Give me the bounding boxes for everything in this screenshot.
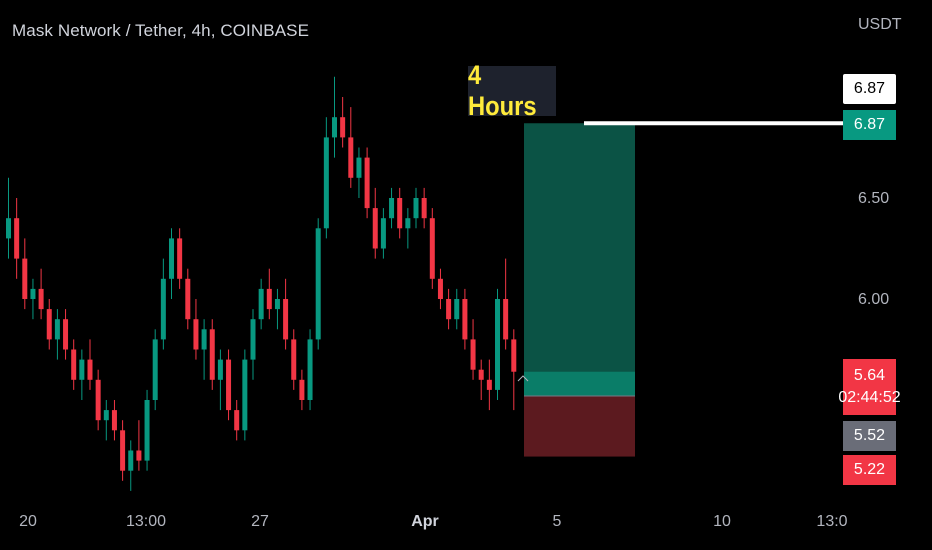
candle-body <box>413 198 419 219</box>
price-label-entry: 5.52 <box>843 421 896 451</box>
candle-body <box>274 299 280 310</box>
current-price-value: 5.64 <box>853 367 886 384</box>
candle-body <box>30 288 36 299</box>
candle-body <box>258 288 264 320</box>
time-tick-20: 20 <box>19 513 37 530</box>
candle-body <box>462 299 468 340</box>
candle-body <box>217 359 223 380</box>
price-label-target: 6.87 <box>843 110 896 140</box>
candle-body <box>177 238 183 279</box>
candle-body <box>307 339 313 400</box>
candle-body <box>63 319 69 350</box>
candle-body <box>323 137 329 229</box>
candle-body <box>495 299 500 390</box>
candle-body <box>299 379 305 400</box>
candle-body <box>71 349 77 380</box>
profit-progress <box>524 371 635 396</box>
candle-body <box>454 299 460 320</box>
candle-body <box>511 339 517 372</box>
time-tick-10: 10 <box>713 513 731 530</box>
candle-body <box>389 198 395 219</box>
candles-layer <box>6 76 517 491</box>
candle-body <box>128 450 134 471</box>
candle-body <box>136 450 142 461</box>
price-label-current: 5.64 02:44:52 <box>838 359 901 415</box>
candle-body <box>250 319 256 360</box>
candle-body <box>429 218 435 279</box>
candle-body <box>193 319 199 350</box>
timeframe-badge: 4 Hours <box>468 60 556 121</box>
profit-zone <box>524 123 635 396</box>
price-label-high: 6.87 <box>843 74 896 104</box>
candle-body <box>356 157 362 178</box>
candle-body <box>503 299 509 340</box>
chart-title: Mask Network / Tether, 4h, COINBASE <box>12 21 310 40</box>
currency-label: USDT <box>858 16 902 33</box>
candle-body <box>437 278 443 299</box>
candle-body <box>6 218 11 239</box>
loss-zone <box>524 395 635 457</box>
price-tick-650: 6.50 <box>858 190 890 207</box>
candle-body <box>380 218 386 249</box>
candle-body <box>234 410 240 431</box>
candle-body <box>209 329 215 380</box>
target-line-layer <box>517 121 843 382</box>
position-tool[interactable] <box>524 123 635 457</box>
candle-body <box>266 288 272 310</box>
candle-body <box>446 299 452 320</box>
candle-body <box>405 218 411 229</box>
candle-body <box>372 208 378 249</box>
candle-body <box>169 238 174 279</box>
candle-body <box>120 430 126 471</box>
candle-body <box>160 278 166 340</box>
candle-body <box>364 157 370 209</box>
time-tick-1300: 13:00 <box>125 513 167 530</box>
candle-body <box>22 258 28 299</box>
candle-body <box>87 359 93 380</box>
price-label-stop: 5.22 <box>843 455 896 485</box>
time-tick-1300b: 13:0 <box>816 513 848 530</box>
candle-body <box>46 309 52 340</box>
candle-body <box>340 117 346 138</box>
time-tick-5: 5 <box>552 513 562 530</box>
candle-body <box>185 278 191 320</box>
candle-body <box>79 359 85 380</box>
candle-body <box>421 198 427 219</box>
candle-body <box>348 137 354 178</box>
candle-body <box>291 339 297 380</box>
candle-body <box>152 339 158 400</box>
candle-body <box>14 218 20 259</box>
candle-body <box>397 198 403 229</box>
candle-body <box>201 329 207 350</box>
candle-body <box>103 410 109 421</box>
price-tick-600: 6.00 <box>858 291 890 308</box>
candle-body <box>38 288 44 310</box>
candle-body <box>315 228 321 340</box>
candle-body <box>95 379 101 421</box>
candle-body <box>144 400 150 461</box>
candle-body <box>242 359 248 431</box>
candle-body <box>486 379 492 390</box>
candle-body <box>226 359 232 411</box>
candle-body <box>478 369 484 380</box>
candle-body <box>111 410 117 431</box>
candle-body <box>332 117 337 138</box>
candle-countdown: 02:44:52 <box>838 389 901 406</box>
candle-body <box>470 339 476 370</box>
candle-body <box>54 319 60 340</box>
time-tick-27: 27 <box>251 513 269 530</box>
time-tick-apr: Apr <box>411 513 439 530</box>
cursor-icon <box>517 375 529 382</box>
candle-body <box>283 299 289 340</box>
